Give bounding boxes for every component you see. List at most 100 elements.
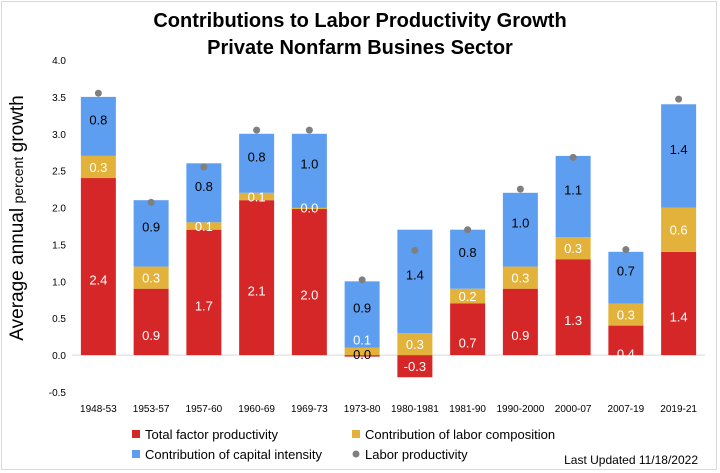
tfp-bar <box>344 355 380 357</box>
y-tick-label: 1.0 <box>52 277 66 288</box>
data-label: 0.3 <box>89 160 107 175</box>
data-label: 1.4 <box>670 309 688 324</box>
y-tick-label: 2.5 <box>52 167 66 178</box>
x-tick-label: 1969-73 <box>291 404 328 415</box>
legend-label: Labor productivity <box>365 447 468 462</box>
legend: Total factor productivity Contribution of… <box>132 427 555 462</box>
y-tick-label: 2.0 <box>52 204 66 215</box>
data-label: 1.7 <box>195 298 213 313</box>
labor-productivity-point <box>411 246 419 254</box>
data-label: 0.9 <box>511 328 529 343</box>
data-label: 1.0 <box>300 157 318 172</box>
legend-swatch <box>352 430 360 438</box>
capital-intensity-bar <box>186 163 222 223</box>
data-label: 2.0 <box>300 287 318 302</box>
data-label: 0.7 <box>459 335 477 350</box>
chart-title: Contributions to Labor Productivity Grow… <box>153 10 567 32</box>
legend-item-labor-composition: Contribution of labor composition <box>352 427 555 442</box>
x-tick-label: 2007-19 <box>608 404 645 415</box>
data-label: 0.2 <box>459 289 477 304</box>
capital-intensity-bar <box>80 96 116 156</box>
data-label: 0.9 <box>353 301 371 316</box>
y-tick-label: 1.5 <box>52 240 66 251</box>
y-tick-label: 0.5 <box>52 314 66 325</box>
legend-swatch <box>352 450 360 458</box>
data-label: -0.3 <box>404 359 426 374</box>
data-label: 0.1 <box>248 189 266 204</box>
data-label: 0.1 <box>353 332 371 347</box>
data-label: 0.3 <box>142 271 160 286</box>
tfp-bar <box>80 178 116 356</box>
x-tick-label: 1953-57 <box>133 404 170 415</box>
labor-productivity-point <box>253 126 261 134</box>
data-label: 0.8 <box>89 112 107 127</box>
labor-composition-bar <box>344 347 380 356</box>
capital-intensity-bar <box>239 133 275 193</box>
data-label: 0.3 <box>617 308 635 323</box>
data-label: 0.8 <box>459 245 477 260</box>
legend-item-capital-intensity: Contribution of capital intensity <box>132 447 323 462</box>
legend-swatch <box>132 430 140 438</box>
data-label: 0.0 <box>353 347 371 362</box>
y-tick-label: 4.0 <box>52 56 66 67</box>
data-label: 1.1 <box>564 182 582 197</box>
x-tick-label: 1981-90 <box>449 404 486 415</box>
x-tick-label: 2019-21 <box>660 404 697 415</box>
x-tick-label: 1957-60 <box>186 404 223 415</box>
labor-productivity-point <box>94 89 102 97</box>
labor-productivity-point <box>147 198 155 206</box>
labor-productivity-point <box>569 153 577 161</box>
data-label: 0.3 <box>511 271 529 286</box>
legend-label: Total factor productivity <box>145 427 278 442</box>
legend-item-tfp: Total factor productivity <box>132 427 278 442</box>
labor-productivity-point <box>622 246 630 254</box>
labor-composition-bar <box>397 332 433 356</box>
data-label: 1.4 <box>406 267 424 282</box>
labor-composition-bar <box>502 266 538 289</box>
labor-productivity-point <box>358 276 366 284</box>
labor-productivity-points <box>94 89 683 284</box>
labor-composition-bar <box>80 155 116 179</box>
x-tick-label: 1980-1981 <box>391 404 439 415</box>
data-labels: 2.4 0.3 0.8 0.9 0.3 0.9 1.7 0.1 0.8 2.1 0.1 0.8 2.0 0… <box>89 112 687 374</box>
labor-composition-bar <box>661 207 697 252</box>
tfp-bar <box>608 325 644 356</box>
axes: -0.5 0.0 0.5 1.0 1.5 2.0 2.5 3.0 3.5 4.0 1948-53 19… <box>49 56 705 415</box>
y-tick-label: 0.0 <box>52 351 66 362</box>
data-label: 1.0 <box>511 216 529 231</box>
x-tick-label: 1960-69 <box>238 404 275 415</box>
y-tick-label: -0.5 <box>49 388 67 399</box>
data-label: 0.1 <box>195 219 213 234</box>
y-tick-label: 3.0 <box>52 130 66 141</box>
data-label: 0.9 <box>142 219 160 234</box>
data-label: 2.4 <box>89 273 107 288</box>
tfp-bar <box>661 251 697 356</box>
tfp-bar <box>397 355 433 378</box>
capital-intensity-bar <box>661 104 697 208</box>
capital-intensity-bar <box>450 229 486 289</box>
x-tick-label: 1973-80 <box>344 404 381 415</box>
data-label: 1.3 <box>564 313 582 328</box>
labor-productivity-point <box>516 185 524 193</box>
legend-label: Contribution of labor composition <box>365 427 555 442</box>
tfp-bar <box>502 288 538 356</box>
tfp-bar <box>450 303 486 356</box>
capital-intensity-bar <box>608 251 644 304</box>
data-label: 0.8 <box>195 179 213 194</box>
data-label: 0.3 <box>564 241 582 256</box>
labor-composition-bar <box>555 237 591 260</box>
legend-item-labor-productivity: Labor productivity <box>352 447 468 462</box>
labor-productivity-point <box>200 163 208 171</box>
labor-composition-bar <box>608 303 644 326</box>
x-tick-label: 1948-53 <box>80 404 117 415</box>
tfp-bar <box>291 207 327 356</box>
y-tick-label: 3.5 <box>52 93 66 104</box>
tfp-bar <box>133 288 169 356</box>
chart-subtitle: Private Nonfarm Busines Sector <box>207 37 513 59</box>
data-label: 1.4 <box>670 142 688 157</box>
labor-productivity-point <box>675 95 683 103</box>
labor-composition-bar <box>133 266 169 289</box>
tfp-bar <box>555 259 591 356</box>
